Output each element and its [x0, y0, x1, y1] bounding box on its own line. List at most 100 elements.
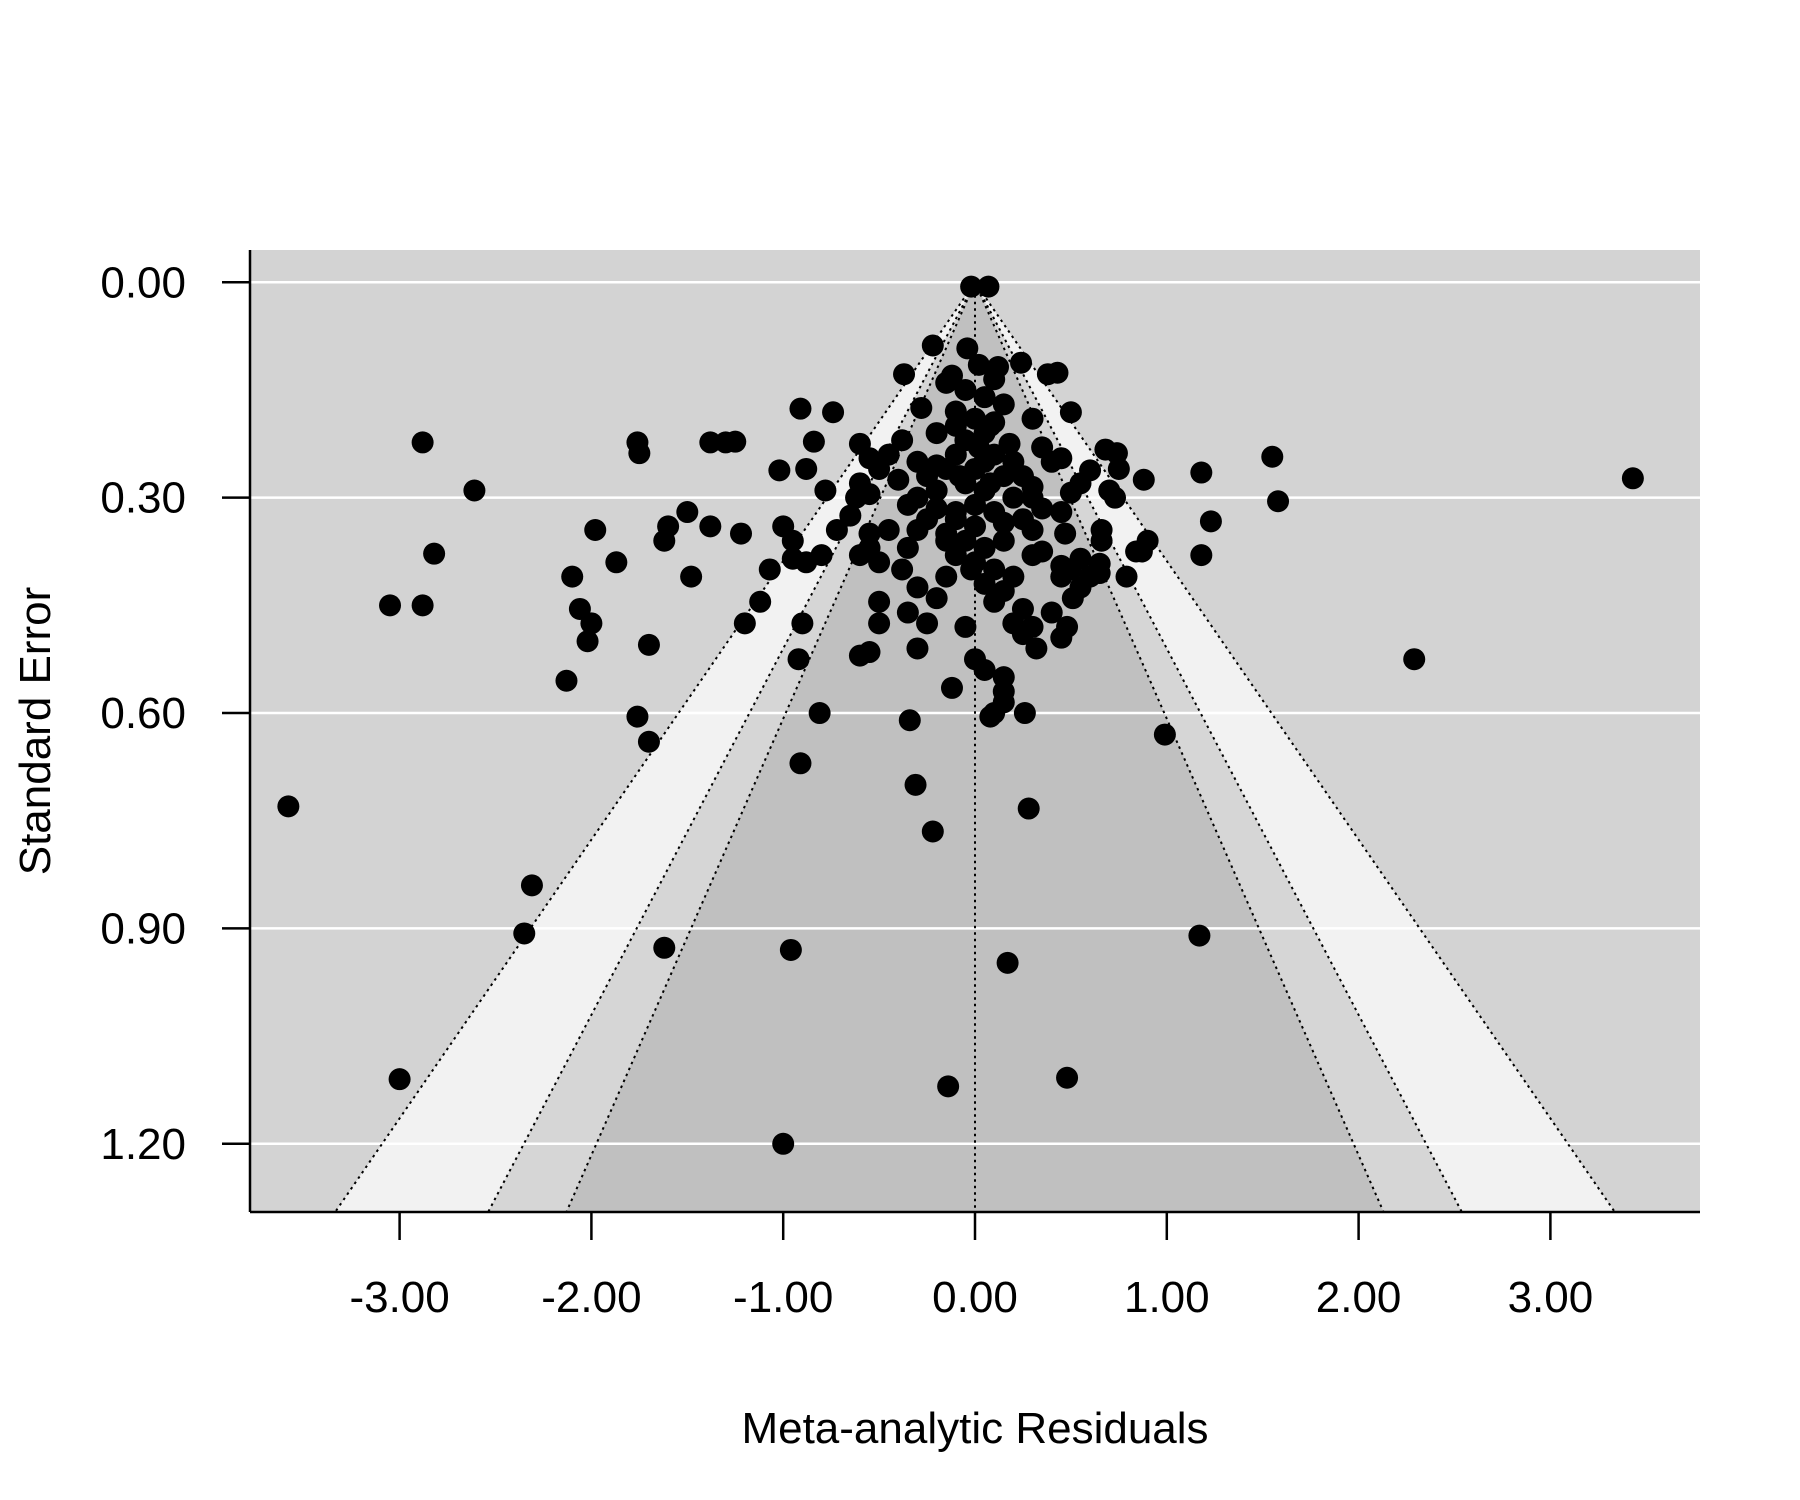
data-point-112 — [1050, 565, 1073, 588]
data-point-104 — [758, 558, 781, 581]
y-axis-title: Standard Error — [11, 587, 60, 876]
data-point-165 — [904, 773, 927, 796]
data-point-14 — [822, 401, 845, 424]
x-tick-label-4: 1.00 — [1124, 1273, 1210, 1322]
data-point-105 — [891, 558, 914, 581]
data-point-15 — [1059, 401, 1082, 424]
data-point-177 — [937, 1075, 960, 1098]
data-point-21 — [411, 431, 434, 454]
data-point-124 — [983, 590, 1006, 613]
data-point-31 — [628, 442, 651, 465]
data-point-120 — [411, 594, 434, 617]
x-tick-label-2: -1.00 — [733, 1273, 833, 1322]
data-point-65 — [676, 501, 699, 524]
data-point-80 — [1054, 522, 1077, 545]
data-point-11 — [983, 368, 1006, 391]
data-point-9 — [1046, 361, 1069, 384]
data-point-135 — [954, 615, 977, 638]
data-point-25 — [724, 430, 747, 453]
data-point-174 — [996, 951, 1019, 974]
data-point-85 — [781, 529, 804, 552]
data-point-0 — [960, 275, 983, 298]
data-point-153 — [940, 676, 963, 699]
data-point-162 — [1153, 723, 1176, 746]
data-point-208 — [1011, 465, 1034, 488]
data-point-144 — [906, 637, 929, 660]
data-point-218 — [973, 450, 996, 473]
data-point-58 — [845, 486, 868, 509]
data-point-157 — [979, 705, 1002, 728]
data-point-122 — [868, 590, 891, 613]
data-point-180 — [954, 378, 977, 401]
data-point-99 — [605, 551, 628, 574]
x-tick-label-3: 0.00 — [932, 1273, 1018, 1322]
data-point-66 — [839, 504, 862, 527]
data-point-108 — [561, 565, 584, 588]
data-point-97 — [1190, 544, 1213, 567]
data-point-211 — [916, 508, 939, 531]
data-point-71 — [584, 518, 607, 541]
data-point-60 — [1267, 490, 1290, 513]
data-point-2 — [921, 334, 944, 357]
data-point-91 — [423, 542, 446, 565]
data-point-149 — [1403, 648, 1426, 671]
x-tick-label-1: -2.00 — [541, 1273, 641, 1322]
data-point-160 — [808, 702, 831, 725]
data-point-198 — [964, 493, 986, 516]
data-point-145 — [1025, 637, 1048, 660]
data-point-183 — [944, 400, 967, 423]
data-point-147 — [787, 648, 810, 671]
data-point-64 — [1050, 501, 1073, 524]
data-point-76 — [877, 518, 900, 541]
data-point-209 — [906, 486, 929, 509]
data-point-205 — [948, 465, 971, 488]
data-point-212 — [1011, 508, 1034, 531]
data-point-139 — [576, 630, 599, 653]
data-point-3 — [956, 337, 979, 360]
data-point-200 — [983, 501, 1006, 524]
data-point-171 — [1188, 924, 1211, 947]
data-point-176 — [1056, 1066, 1079, 1089]
data-point-54 — [814, 479, 837, 502]
data-points — [277, 275, 1644, 1155]
data-point-158 — [1013, 702, 1036, 725]
data-point-38 — [1050, 447, 1073, 470]
data-point-146 — [848, 644, 871, 667]
data-point-181 — [973, 386, 996, 409]
x-tick-label-0: -3.00 — [349, 1273, 449, 1322]
data-point-109 — [680, 565, 703, 588]
data-point-86 — [1090, 529, 1113, 552]
data-point-179 — [935, 371, 958, 394]
data-point-41 — [768, 459, 791, 482]
data-point-6 — [1010, 351, 1033, 374]
data-point-18 — [1021, 407, 1044, 430]
data-point-94 — [1021, 544, 1044, 567]
data-point-173 — [779, 938, 802, 961]
data-point-1 — [977, 275, 1000, 298]
data-point-119 — [379, 594, 402, 617]
data-point-129 — [1040, 601, 1063, 624]
data-point-48 — [1132, 468, 1155, 491]
data-point-206 — [979, 472, 1002, 495]
data-point-59 — [1104, 486, 1127, 509]
data-point-84 — [653, 529, 676, 552]
data-point-19 — [925, 422, 948, 445]
data-point-72 — [730, 522, 753, 545]
data-point-93 — [848, 544, 871, 567]
data-point-110 — [935, 565, 958, 588]
data-point-152 — [555, 669, 578, 692]
y-tick-label-3: 0.90 — [100, 904, 186, 953]
data-point-50 — [887, 468, 910, 491]
data-point-133 — [868, 612, 891, 635]
data-point-170 — [513, 922, 536, 945]
data-point-127 — [896, 601, 919, 624]
data-point-166 — [277, 795, 300, 818]
data-point-175 — [388, 1068, 411, 1091]
data-point-185 — [979, 414, 1002, 437]
y-tick-label-1: 0.30 — [100, 474, 186, 523]
data-point-216 — [983, 558, 1006, 581]
x-tick-label-6: 3.00 — [1508, 1273, 1594, 1322]
data-point-83 — [1199, 510, 1222, 533]
data-point-13 — [789, 397, 812, 420]
axes: 0.00 0.30 0.60 0.90 1.20 -3.00 -2.00 -1.00 0.00 1… — [100, 250, 1700, 1322]
